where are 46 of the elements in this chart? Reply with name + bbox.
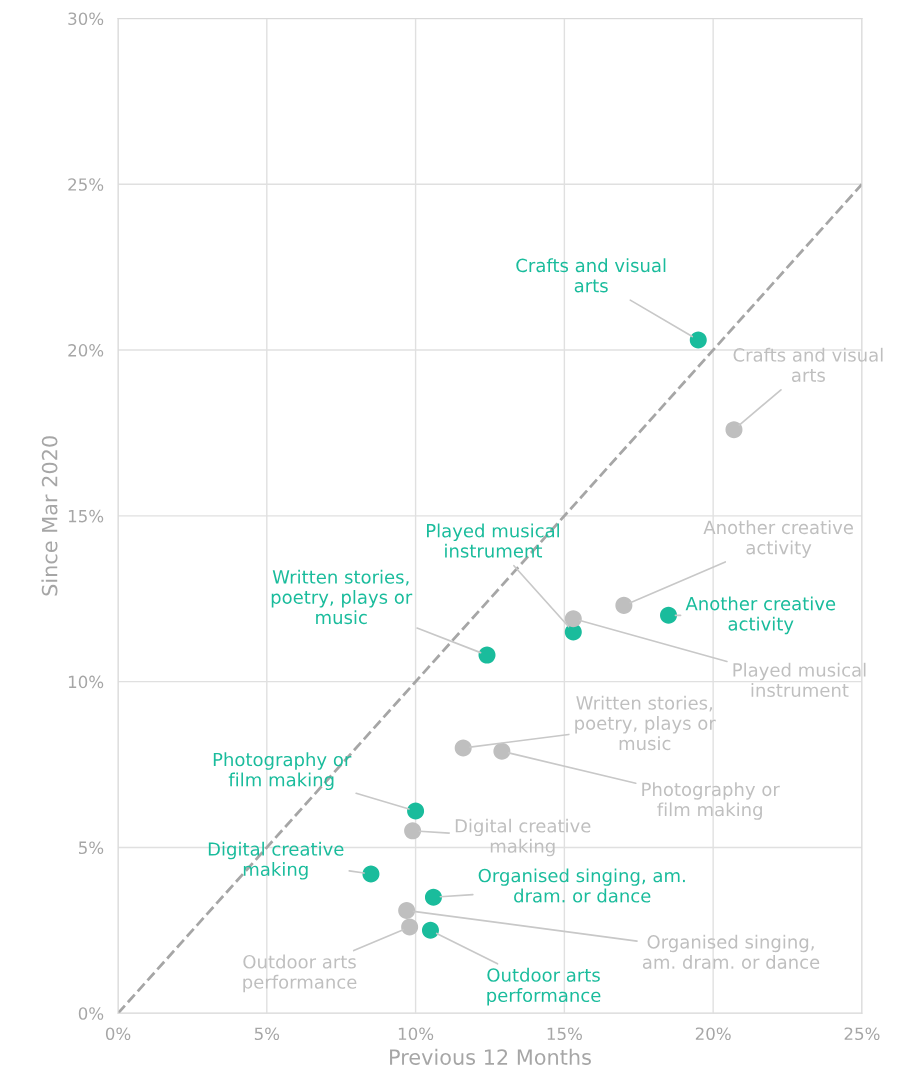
y-tick-label: 20% xyxy=(68,344,104,357)
annotation: Digital creative making xyxy=(455,818,591,857)
point xyxy=(362,865,380,883)
y-tick-label: 10% xyxy=(68,675,104,689)
point xyxy=(454,739,472,757)
x-tick-label: 5% xyxy=(254,1027,280,1041)
y-tick-label: 25% xyxy=(68,178,104,191)
y-axis-title: Since Mar 2020 xyxy=(41,436,58,596)
x-tick-label: 20% xyxy=(695,1027,731,1041)
annotation: Outdoor arts performance xyxy=(243,954,357,993)
annotation: Another creative activity xyxy=(685,596,836,635)
x-tick-label: 15% xyxy=(547,1027,582,1041)
annotation: Crafts and visual arts xyxy=(516,258,666,293)
annotation: Photography or film making xyxy=(642,782,780,820)
x-tick-label: 25% xyxy=(844,1027,880,1041)
point xyxy=(615,596,633,614)
point xyxy=(660,606,678,624)
point xyxy=(421,921,439,939)
point xyxy=(398,901,416,919)
point xyxy=(689,331,707,349)
point xyxy=(725,421,743,439)
point xyxy=(478,646,496,664)
annotation: Played musical instrument xyxy=(427,523,559,558)
annotation: Played musical instrument xyxy=(733,662,866,697)
y-tick-label: 15% xyxy=(68,509,104,523)
x-tick-label: 0% xyxy=(105,1027,131,1041)
y-tick-label: 30% xyxy=(68,12,104,26)
point xyxy=(564,610,582,628)
annotation: Another creative activity xyxy=(703,520,853,558)
x-axis-title: Previous 12 Months xyxy=(390,1048,591,1065)
annotation: Photography or film making xyxy=(213,752,352,791)
point xyxy=(493,742,511,760)
annotation: Outdoor arts performance xyxy=(487,967,601,1006)
y-tick-label: 5% xyxy=(78,841,104,855)
x-tick-label: 10% xyxy=(398,1027,434,1041)
annotation: Written stories, poetry, plays or music xyxy=(271,569,413,625)
annotation: Written stories, poetry, plays or music xyxy=(575,695,716,751)
annotation: Digital creative making xyxy=(208,841,344,880)
point xyxy=(407,802,425,820)
y-tick-label: 0% xyxy=(78,1007,104,1020)
annotation: Crafts and visual arts xyxy=(733,347,883,382)
annotation: Organised singing, am. dram. or dance xyxy=(478,868,685,903)
point xyxy=(401,918,419,936)
point xyxy=(424,888,442,906)
point xyxy=(404,822,422,840)
annotation: Organised singing, am. dram. or dance xyxy=(642,934,820,969)
